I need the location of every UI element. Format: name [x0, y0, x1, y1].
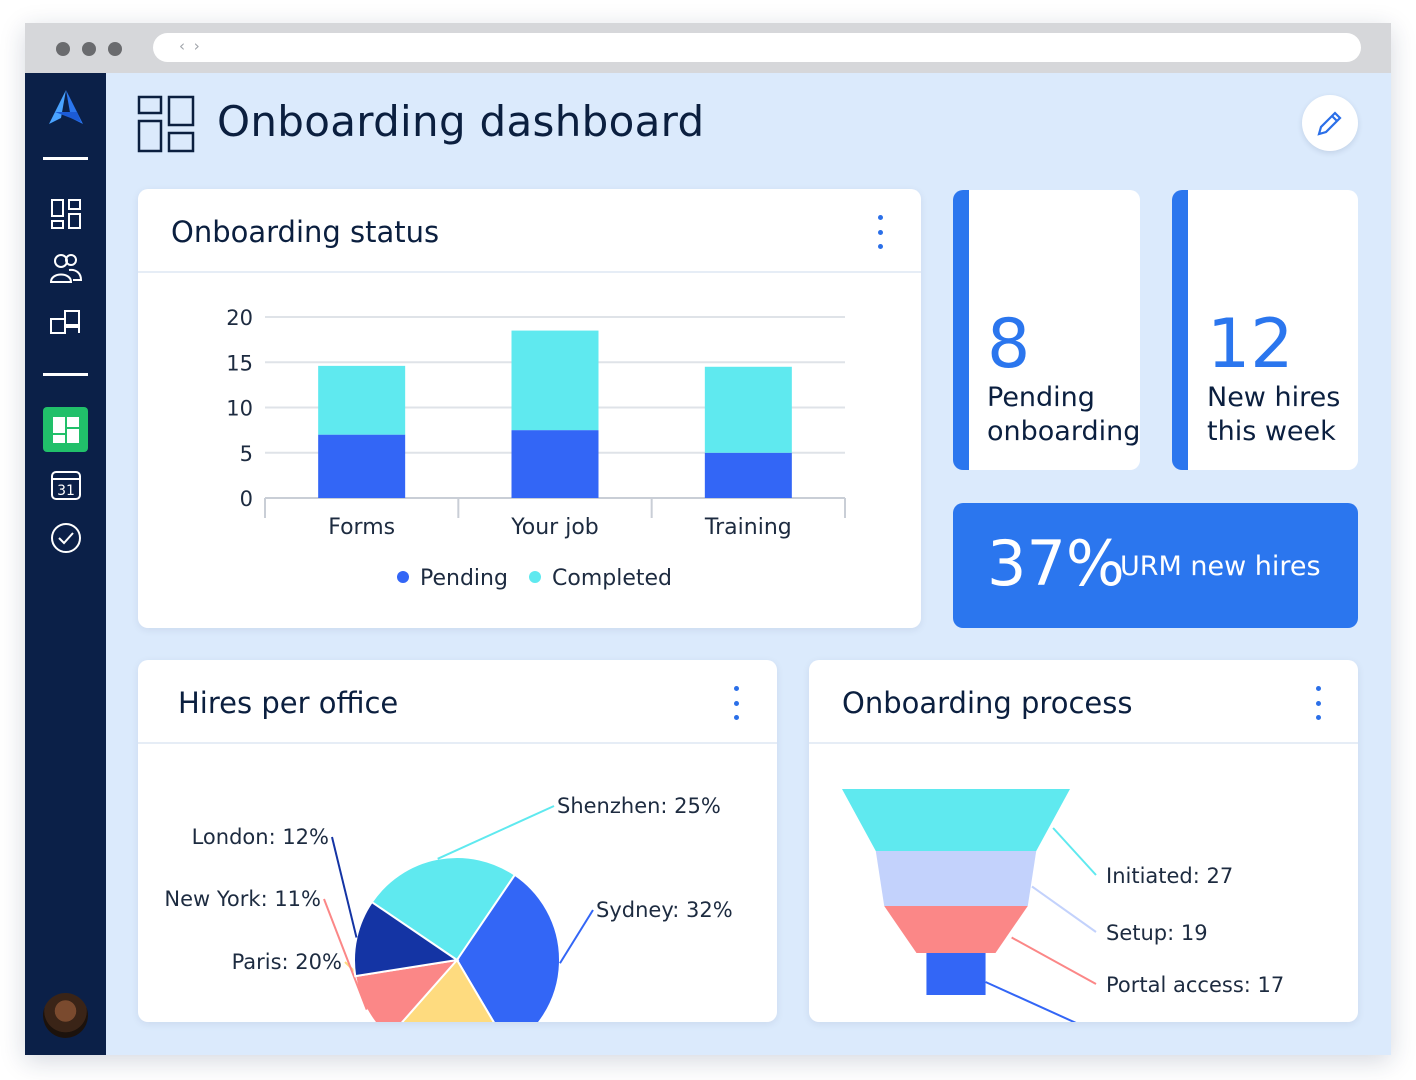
funnel-label: Portal access: 17 — [1106, 973, 1284, 997]
bar-segment-completed — [511, 330, 599, 431]
stat-label: New hires this week — [1207, 381, 1340, 449]
stat-label-line: Pending — [987, 382, 1095, 413]
pie-label: Sydney: 32% — [596, 898, 733, 922]
sidebar-divider — [43, 157, 88, 160]
legend-marker — [397, 571, 409, 583]
stat-label-line: onboarding — [987, 416, 1140, 447]
x-tick-label: Your job — [510, 515, 599, 540]
stat-label: Pending onboarding — [987, 381, 1140, 449]
edit-button[interactable] — [1302, 95, 1358, 151]
y-tick-label: 5 — [240, 442, 253, 466]
app-logo-icon[interactable] — [45, 87, 86, 128]
window-control-dot[interactable] — [82, 42, 96, 56]
accent-bar — [1172, 190, 1188, 470]
browser-window: ‹ › — [25, 23, 1391, 1055]
bar-segment-pending — [511, 430, 599, 498]
funnel-label: First month review: 7 — [1106, 1021, 1327, 1022]
funnel-label: Initiated: 27 — [1106, 864, 1233, 888]
pending-onboarding-card[interactable]: 8 Pending onboarding — [953, 190, 1140, 470]
address-bar[interactable]: ‹ › — [153, 33, 1361, 62]
y-tick-label: 10 — [226, 397, 253, 421]
urm-value: 37% — [987, 527, 1125, 600]
people-icon[interactable] — [45, 247, 86, 288]
legend-label: Completed — [552, 566, 672, 591]
leader-line — [331, 836, 358, 938]
kebab-menu-icon[interactable] — [1313, 686, 1323, 720]
leader-line — [1031, 885, 1097, 933]
funnel-chart: Initiated: 27 Setup: 19 Portal access: 17 F… — [842, 789, 1327, 1022]
dashboard-page-icon — [137, 95, 195, 153]
bar-segment-completed — [704, 366, 792, 453]
card-divider — [138, 271, 921, 273]
onboarding-process-card: Onboarding process Initiated: 27 Setup: 1… — [809, 660, 1358, 1022]
leader-line — [1011, 936, 1097, 985]
urm-label: URM new hires — [1120, 551, 1321, 582]
card-title: Onboarding process — [842, 686, 1133, 720]
sidebar-divider — [43, 373, 88, 376]
y-tick-label: 15 — [226, 351, 253, 375]
stat-value: 12 — [1207, 305, 1294, 384]
x-tick-label: Training — [704, 515, 792, 540]
card-title: Onboarding status — [171, 215, 440, 249]
pie-slice — [455, 873, 561, 1022]
check-circle-icon[interactable] — [45, 517, 86, 558]
pie-slice — [401, 958, 495, 1022]
user-avatar[interactable] — [43, 993, 88, 1038]
y-tick-label: 0 — [240, 487, 253, 511]
browser-titlebar: ‹ › — [25, 23, 1391, 73]
accent-bar — [953, 190, 969, 470]
urm-new-hires-card[interactable]: 37% URM new hires — [953, 503, 1358, 628]
dashboard-grid-icon[interactable] — [45, 193, 86, 234]
funnel-stage — [875, 851, 1037, 906]
page-title: Onboarding dashboard — [217, 97, 705, 146]
bar-segment-pending — [704, 452, 792, 498]
pencil-icon — [1317, 111, 1342, 136]
new-hires-card[interactable]: 12 New hires this week — [1172, 190, 1358, 470]
calendar-icon[interactable]: 31 — [45, 464, 86, 505]
funnel-stage — [926, 953, 986, 995]
stacked-bar-chart: 0 5 10 15 20 Forms Your job Training Pending Comp… — [226, 306, 846, 591]
card-divider — [809, 742, 1358, 744]
bar-segment-pending — [318, 434, 406, 498]
leader-line — [1052, 827, 1097, 876]
sidebar: 31 — [25, 73, 106, 1055]
pie-label: Paris: 20% — [232, 950, 342, 974]
pie-label: London: 12% — [192, 825, 329, 849]
window-control-dot[interactable] — [56, 42, 70, 56]
legend-label: Pending — [420, 566, 508, 591]
bar-segment-completed — [318, 365, 406, 435]
kebab-menu-icon[interactable] — [875, 215, 885, 249]
pie-label: Shenzhen: 25% — [557, 794, 721, 818]
leader-line — [559, 909, 594, 964]
back-forward-icon[interactable]: ‹ › — [179, 37, 202, 55]
funnel-stage — [884, 906, 1028, 953]
leader-line — [323, 898, 368, 1010]
hires-per-office-card: Hires per office Shenzhen: 25% Sydney: 32… — [138, 660, 777, 1022]
leader-line — [985, 981, 1077, 1022]
stat-value: 8 — [987, 305, 1031, 384]
stat-label-line: New hires — [1207, 382, 1341, 413]
org-chart-icon[interactable] — [45, 301, 86, 342]
pie-chart: Shenzhen: 25% Sydney: 32% Paris: 20% New Yo… — [164, 794, 733, 1022]
calendar-day: 31 — [57, 483, 75, 499]
main-content: Onboarding dashboard Onboarding status 0… — [106, 73, 1391, 1055]
tiles-icon[interactable] — [43, 407, 88, 452]
legend-marker — [529, 571, 541, 583]
stat-label-line: this week — [1207, 416, 1336, 447]
window-control-dot[interactable] — [108, 42, 122, 56]
card-title: Hires per office — [178, 686, 399, 720]
pie-label: New York: 11% — [164, 887, 321, 911]
x-tick-label: Forms — [328, 515, 395, 540]
leader-line — [437, 805, 555, 860]
funnel-stage — [842, 789, 1070, 851]
funnel-label: Setup: 19 — [1106, 921, 1208, 945]
y-tick-label: 20 — [226, 306, 253, 330]
onboarding-status-card: Onboarding status 0 5 10 15 20 Forms Your job T… — [138, 189, 921, 628]
kebab-menu-icon[interactable] — [731, 686, 741, 720]
card-divider — [138, 742, 777, 744]
